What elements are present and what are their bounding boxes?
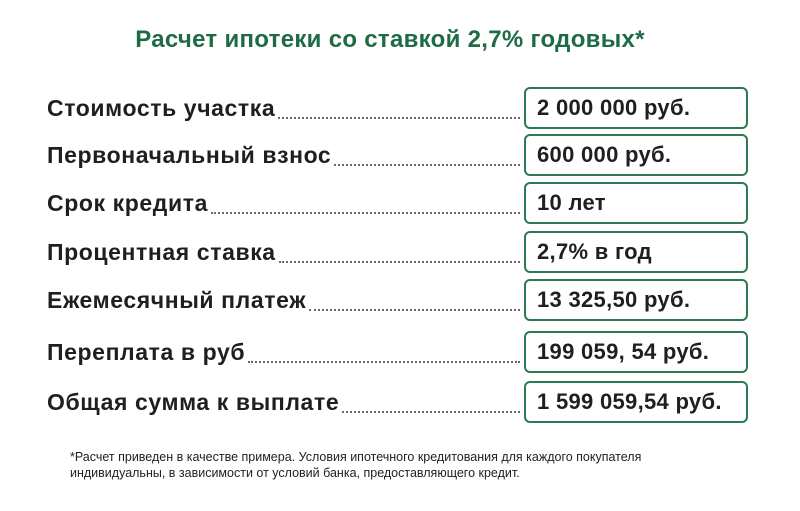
row-value: 2 000 000 руб. xyxy=(524,87,748,129)
row-value: 10 лет xyxy=(524,182,748,224)
row-label: Ежемесячный платеж xyxy=(47,286,307,313)
row-value: 1 599 059,54 руб. xyxy=(524,381,748,423)
calc-row-loan-term: Срок кредита 10 лет xyxy=(47,182,748,224)
footnote: *Расчет приведен в качестве примера. Усл… xyxy=(70,449,770,481)
dotted-leader xyxy=(342,381,520,413)
footnote-line: *Расчет приведен в качестве примера. Усл… xyxy=(70,450,642,464)
page-title: Расчет ипотеки со ставкой 2,7% годовых* xyxy=(135,26,645,53)
row-label: Срок кредита xyxy=(47,189,208,216)
row-value: 2,7% в год xyxy=(524,231,748,273)
calc-row-plot-cost: Стоимость участка 2 000 000 руб. xyxy=(47,87,748,129)
dotted-leader xyxy=(309,279,520,311)
row-label: Переплата в руб xyxy=(47,338,246,365)
calc-row-down-payment: Первоначальный взнос 600 000 руб. xyxy=(47,134,748,176)
calc-row-interest-rate: Процентная ставка 2,7% в год xyxy=(47,231,748,273)
dotted-leader xyxy=(248,331,520,363)
row-label: Процентная ставка xyxy=(47,238,276,265)
row-label: Общая сумма к выплате xyxy=(47,388,340,415)
row-value: 13 325,50 руб. xyxy=(524,279,748,321)
row-label: Стоимость участка xyxy=(47,94,276,121)
dotted-leader xyxy=(210,182,520,214)
row-value: 600 000 руб. xyxy=(524,134,748,176)
row-label: Первоначальный взнос xyxy=(47,141,332,168)
dotted-leader xyxy=(278,231,520,263)
row-value: 199 059, 54 руб. xyxy=(524,331,748,373)
footnote-line: индивидуальны, в зависимости от условий … xyxy=(70,466,520,480)
calc-row-monthly-payment: Ежемесячный платеж 13 325,50 руб. xyxy=(47,279,748,321)
calc-row-total-amount: Общая сумма к выплате 1 599 059,54 руб. xyxy=(47,381,748,423)
calc-row-overpayment: Переплата в руб 199 059, 54 руб. xyxy=(47,331,748,373)
dotted-leader xyxy=(278,87,520,119)
dotted-leader xyxy=(334,134,520,166)
